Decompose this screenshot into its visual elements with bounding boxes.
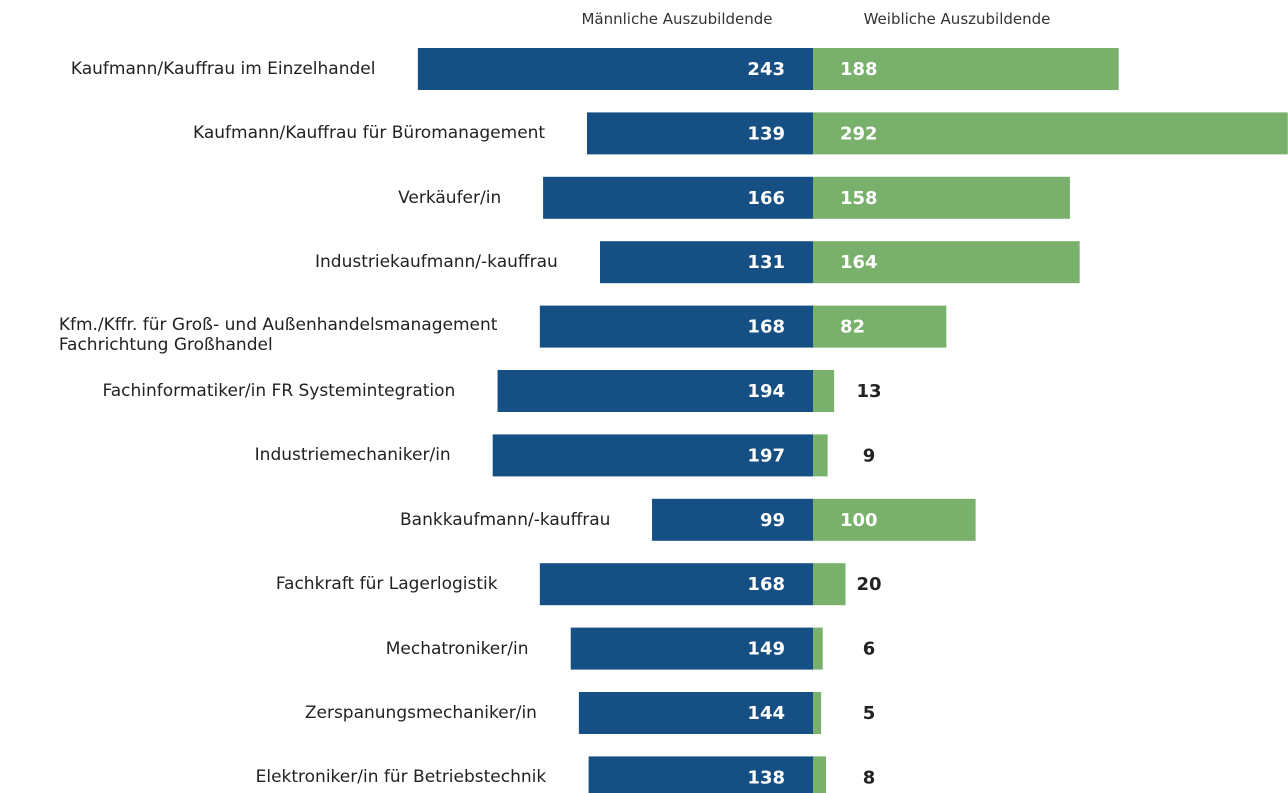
data-label: 149 xyxy=(747,639,785,660)
data-label: 197 xyxy=(747,445,785,466)
bar xyxy=(497,370,813,412)
data-label: 131 xyxy=(747,252,785,273)
data-label: 5 xyxy=(863,703,876,724)
data-label: 158 xyxy=(840,188,878,209)
bar xyxy=(813,112,1288,155)
data-label: 100 xyxy=(840,510,878,531)
bar xyxy=(813,48,1119,90)
category-label: Kaufmann/Kauffrau für Büromanagement xyxy=(192,123,546,144)
bar xyxy=(586,112,813,155)
bar xyxy=(578,692,813,734)
bar xyxy=(813,692,822,734)
bar xyxy=(813,305,947,348)
data-label: 292 xyxy=(840,123,878,144)
bar xyxy=(417,48,813,90)
data-label: 82 xyxy=(840,317,865,338)
data-label: 168 xyxy=(747,317,785,338)
bar xyxy=(813,434,828,477)
category-label: Elektroniker/in für Betriebstechnik xyxy=(255,767,547,788)
data-label: 6 xyxy=(863,639,876,660)
category-label: Verkäufer/in xyxy=(398,187,502,208)
data-label: 20 xyxy=(856,574,881,595)
data-label: 168 xyxy=(747,574,785,595)
category-label: Fachkraft für Lagerlogistik xyxy=(275,574,498,595)
bar xyxy=(652,498,813,541)
bar xyxy=(599,241,813,284)
data-label: 188 xyxy=(840,59,878,80)
data-label: 164 xyxy=(840,252,878,273)
category-label: Kaufmann/Kauffrau im Einzelhandel xyxy=(70,59,376,79)
category-label: Mechatroniker/in xyxy=(385,638,529,659)
bar xyxy=(813,370,835,412)
category-label: Industriekaufmann/-kauffrau xyxy=(314,252,558,273)
bar xyxy=(813,627,823,670)
bar xyxy=(588,756,813,793)
bar xyxy=(492,434,813,477)
data-label: 8 xyxy=(863,767,876,788)
category-label: Fachinformatiker/in FR Systemintegration xyxy=(102,381,456,401)
data-label: 144 xyxy=(747,703,785,724)
data-label: 243 xyxy=(747,59,785,80)
data-label: 9 xyxy=(863,445,876,466)
data-label: 166 xyxy=(747,188,785,209)
bar xyxy=(813,498,976,541)
data-label: 138 xyxy=(747,767,785,788)
data-label: 99 xyxy=(760,510,785,531)
data-label: 194 xyxy=(747,381,785,402)
bar xyxy=(813,563,846,606)
bar xyxy=(539,305,813,348)
bar xyxy=(539,563,813,606)
category-label: Zerspanungsmechaniker/in xyxy=(304,703,537,723)
data-label: 13 xyxy=(856,381,881,402)
category-label: Industriemechaniker/in xyxy=(254,445,451,466)
data-label: 139 xyxy=(747,123,785,144)
bar xyxy=(570,627,813,670)
bar xyxy=(813,241,1080,284)
legend-label: Männliche Auszubildende xyxy=(581,10,772,28)
bar xyxy=(543,176,813,219)
category-label: Kfm./Kffr. für Groß- und Außenhandelsman… xyxy=(58,314,498,355)
category-label: Bankkaufmann/-kauffrau xyxy=(400,509,611,530)
bar xyxy=(813,756,827,793)
bar xyxy=(813,176,1070,219)
legend-label: Weibliche Auszubildende xyxy=(864,10,1051,28)
